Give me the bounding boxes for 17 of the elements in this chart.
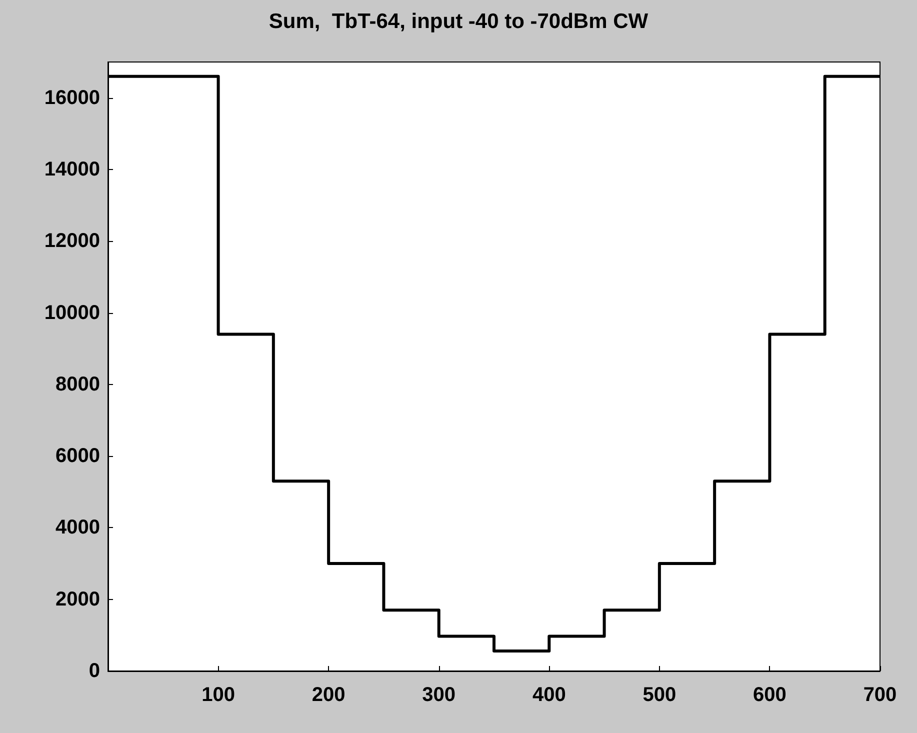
y-tick-label: 14000 (44, 158, 100, 180)
x-tick-label: 500 (642, 684, 676, 706)
y-tick-label: 6000 (56, 445, 100, 468)
x-tick-label: 400 (532, 684, 566, 706)
y-tick-label: 2000 (56, 588, 100, 610)
chart-title: Sum, TbT-64, input -40 to -70dBm CW (268, 10, 648, 33)
y-tick-label: 0 (88, 660, 100, 682)
x-tick-label: 100 (202, 684, 235, 706)
y-tick-label: 12000 (44, 230, 100, 252)
y-tick-label: 10000 (44, 302, 100, 324)
y-tick-label: 4000 (56, 516, 100, 539)
x-tick-label: 600 (753, 684, 786, 706)
x-tick-label: 700 (863, 684, 897, 706)
y-tick-label: 8000 (56, 373, 100, 396)
x-tick-label: 300 (422, 684, 456, 706)
x-tick-label: 200 (312, 684, 346, 706)
y-tick-label: 16000 (44, 86, 100, 109)
